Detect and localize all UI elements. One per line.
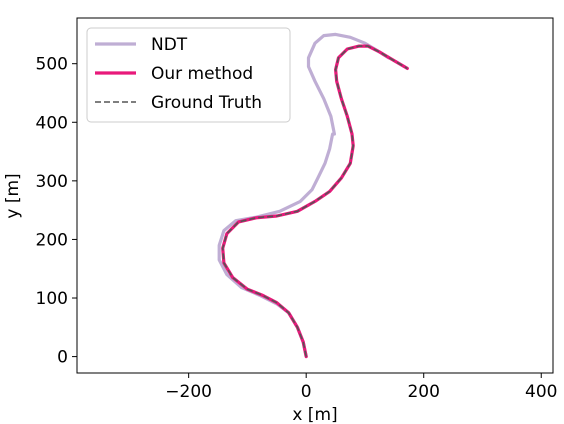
y-tick-label: 400 bbox=[36, 113, 68, 133]
x-tick-label: 200 bbox=[407, 382, 439, 402]
legend-label-2: Our method bbox=[151, 64, 253, 84]
y-tick-label: 300 bbox=[36, 172, 68, 192]
y-axis-label: y [m] bbox=[3, 173, 23, 218]
legend-box bbox=[86, 27, 291, 123]
y-tick-label: 100 bbox=[36, 289, 68, 309]
x-axis-label: x [m] bbox=[292, 405, 337, 424]
y-tick-label: 200 bbox=[36, 230, 68, 250]
x-axis: −200 0 200 400 bbox=[165, 373, 557, 402]
legend-label-3: Ground Truth bbox=[151, 93, 262, 113]
legend: NDT Our method Ground Truth bbox=[86, 27, 291, 123]
plot-frame bbox=[76, 17, 554, 374]
y-tick-label: 500 bbox=[36, 55, 68, 75]
legend-label-1: NDT bbox=[151, 35, 188, 55]
x-tick-label: 0 bbox=[301, 382, 312, 402]
series-layer bbox=[217, 32, 409, 359]
x-tick-label: 400 bbox=[525, 382, 557, 402]
x-tick-label: −200 bbox=[165, 382, 212, 402]
y-axis: 0 100 200 300 400 500 bbox=[36, 55, 77, 368]
series-line-3 bbox=[221, 45, 408, 357]
y-tick-label: 0 bbox=[57, 348, 68, 368]
